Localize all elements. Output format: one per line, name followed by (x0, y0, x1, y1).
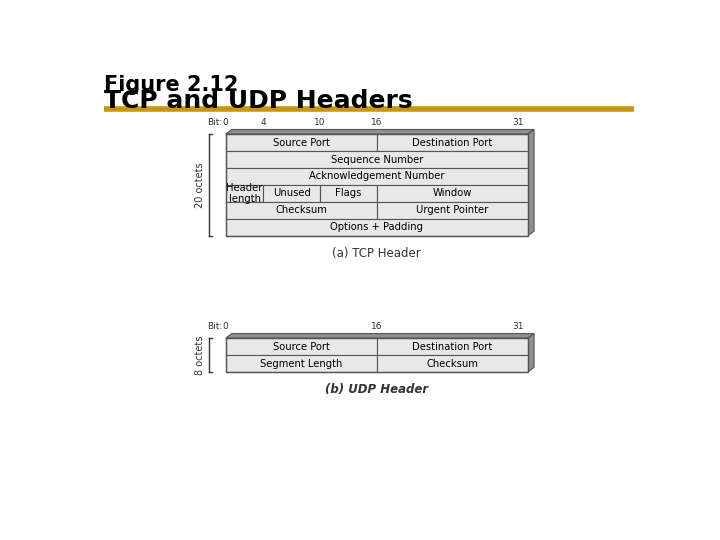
Polygon shape (225, 130, 534, 134)
Bar (377, 185, 528, 202)
Text: 8 octets: 8 octets (195, 335, 205, 375)
Text: Options + Padding: Options + Padding (330, 222, 423, 232)
Text: Header
length: Header length (226, 183, 263, 204)
Text: Source Port: Source Port (273, 138, 330, 147)
Text: Destination Port: Destination Port (412, 342, 492, 352)
Polygon shape (225, 334, 534, 338)
Bar (225, 355, 377, 372)
Text: 16: 16 (371, 118, 382, 127)
Text: Unused: Unused (273, 188, 310, 198)
Bar (264, 185, 320, 202)
Bar (377, 202, 528, 219)
Text: Figure 2.12: Figure 2.12 (104, 75, 238, 95)
Text: Window: Window (433, 188, 472, 198)
Bar (225, 338, 377, 355)
Text: 4: 4 (261, 118, 266, 127)
Polygon shape (528, 130, 534, 236)
Text: (b) UDP Header: (b) UDP Header (325, 383, 428, 396)
Text: Checksum: Checksum (275, 205, 327, 215)
Text: Flags: Flags (336, 188, 361, 198)
Text: 20 octets: 20 octets (195, 162, 205, 208)
Bar (320, 185, 377, 202)
Text: TCP and UDP Headers: TCP and UDP Headers (104, 90, 413, 113)
Bar (225, 168, 528, 185)
Text: Acknowledgement Number: Acknowledgement Number (309, 172, 444, 181)
Text: 10: 10 (315, 118, 326, 127)
Bar (225, 134, 528, 236)
Bar (225, 202, 377, 219)
Text: 16: 16 (371, 322, 382, 331)
Text: Segment Length: Segment Length (260, 359, 343, 369)
Bar (225, 338, 528, 372)
Bar (225, 185, 264, 202)
Bar (225, 151, 528, 168)
Bar (377, 338, 528, 355)
Text: Sequence Number: Sequence Number (330, 154, 423, 165)
Bar (225, 219, 528, 236)
Bar (225, 134, 377, 151)
Text: 0: 0 (222, 118, 228, 127)
Text: Destination Port: Destination Port (412, 138, 492, 147)
Text: Bit:: Bit: (207, 322, 222, 331)
Bar (377, 355, 528, 372)
Text: Source Port: Source Port (273, 342, 330, 352)
Text: Checksum: Checksum (426, 359, 478, 369)
Text: Urgent Pointer: Urgent Pointer (416, 205, 488, 215)
Bar (377, 134, 528, 151)
Text: Bit:: Bit: (207, 118, 222, 127)
Text: 0: 0 (222, 322, 228, 331)
Polygon shape (528, 334, 534, 372)
Text: 31: 31 (513, 322, 524, 331)
Text: (a) TCP Header: (a) TCP Header (333, 247, 421, 260)
Text: 31: 31 (513, 118, 524, 127)
